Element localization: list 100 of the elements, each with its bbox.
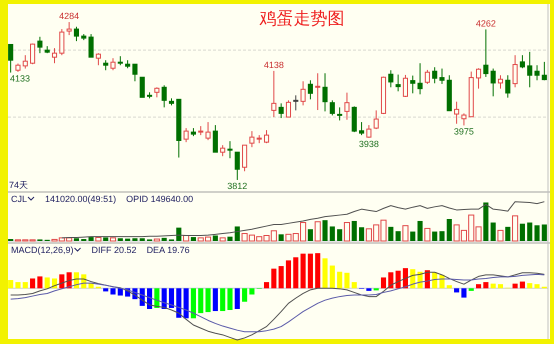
bar — [344, 222, 350, 242]
annotation: 4138 — [264, 60, 284, 70]
annotation: MACD(12,26,9) — [11, 245, 74, 255]
bar — [227, 236, 233, 241]
bar — [220, 237, 226, 242]
bar — [322, 220, 328, 241]
chart-title: 鸡蛋走势图 — [258, 9, 344, 28]
bar — [293, 257, 298, 288]
bar — [359, 227, 364, 241]
bar — [439, 231, 445, 241]
bar — [388, 272, 394, 288]
bar — [103, 288, 108, 292]
bar — [212, 288, 218, 312]
bar — [366, 288, 372, 291]
bar — [278, 266, 284, 288]
bar — [330, 266, 335, 288]
bar — [520, 224, 525, 241]
bar — [344, 272, 350, 288]
bar — [534, 225, 540, 241]
bar — [15, 282, 21, 288]
bar — [242, 288, 248, 302]
annotation: CJL — [11, 194, 28, 204]
bar — [37, 276, 42, 288]
bar — [512, 284, 518, 288]
bar — [176, 228, 182, 241]
annotation: 4284 — [59, 11, 80, 22]
bar — [418, 220, 423, 241]
bar — [534, 284, 540, 288]
bar — [410, 232, 416, 241]
bar — [110, 237, 116, 242]
annotation: DEA 19.76 — [146, 245, 190, 255]
bar — [184, 288, 189, 318]
bar — [337, 229, 342, 241]
bar — [337, 272, 342, 288]
bar — [388, 226, 394, 241]
candlestick — [227, 140, 233, 159]
bar — [512, 215, 518, 242]
bar — [424, 228, 430, 242]
candlestick — [337, 106, 342, 121]
candlestick — [315, 72, 320, 111]
bar — [190, 288, 196, 318]
bar — [198, 288, 204, 314]
bar — [396, 231, 401, 241]
bar — [483, 282, 488, 288]
annotation: DIFF 20.52 — [92, 245, 137, 255]
bar — [103, 237, 108, 241]
candlestick — [410, 75, 416, 94]
annotation: 3812 — [227, 180, 248, 191]
bar — [30, 278, 36, 288]
candlestick — [483, 28, 488, 78]
annotation: 3975 — [454, 126, 474, 136]
bar — [271, 268, 276, 288]
bar — [527, 222, 532, 241]
bar — [118, 238, 123, 241]
bar — [380, 277, 386, 288]
bar — [88, 237, 94, 241]
candlestick — [527, 51, 532, 88]
bar — [220, 288, 226, 312]
bar — [483, 202, 488, 241]
bar — [140, 238, 145, 241]
bar — [315, 253, 320, 288]
bar — [110, 288, 116, 295]
bar — [300, 254, 306, 288]
bar — [176, 288, 182, 318]
bar — [95, 236, 102, 242]
bar — [402, 225, 408, 242]
bar — [132, 238, 138, 241]
bar — [476, 284, 482, 288]
bar — [212, 236, 218, 241]
candlestick — [344, 92, 350, 120]
annotation: OPID 149640.00 — [126, 194, 194, 204]
bar — [396, 270, 401, 288]
bar — [278, 234, 284, 241]
bar — [432, 232, 438, 241]
bar — [308, 254, 313, 288]
candlestick — [322, 72, 328, 112]
bar — [168, 288, 174, 308]
bar — [162, 238, 167, 241]
bar — [490, 284, 496, 288]
bar — [234, 288, 240, 309]
bar — [505, 226, 510, 241]
bar — [308, 229, 313, 241]
bar — [454, 288, 460, 292]
bar — [468, 288, 474, 291]
bar — [542, 224, 547, 241]
candlestick — [52, 48, 58, 64]
bar — [490, 222, 496, 241]
annotation: 4262 — [476, 18, 496, 28]
annotation: 4133 — [10, 74, 30, 84]
bar — [322, 258, 328, 288]
candlestick — [534, 64, 540, 81]
bar — [446, 285, 452, 288]
bar — [330, 226, 335, 241]
annotation: 74天 — [9, 180, 28, 190]
annotation: 3938 — [358, 138, 379, 149]
bar — [314, 221, 321, 242]
bar — [520, 282, 525, 288]
bar — [205, 288, 211, 312]
bar — [461, 288, 466, 298]
candlestick — [512, 54, 518, 88]
